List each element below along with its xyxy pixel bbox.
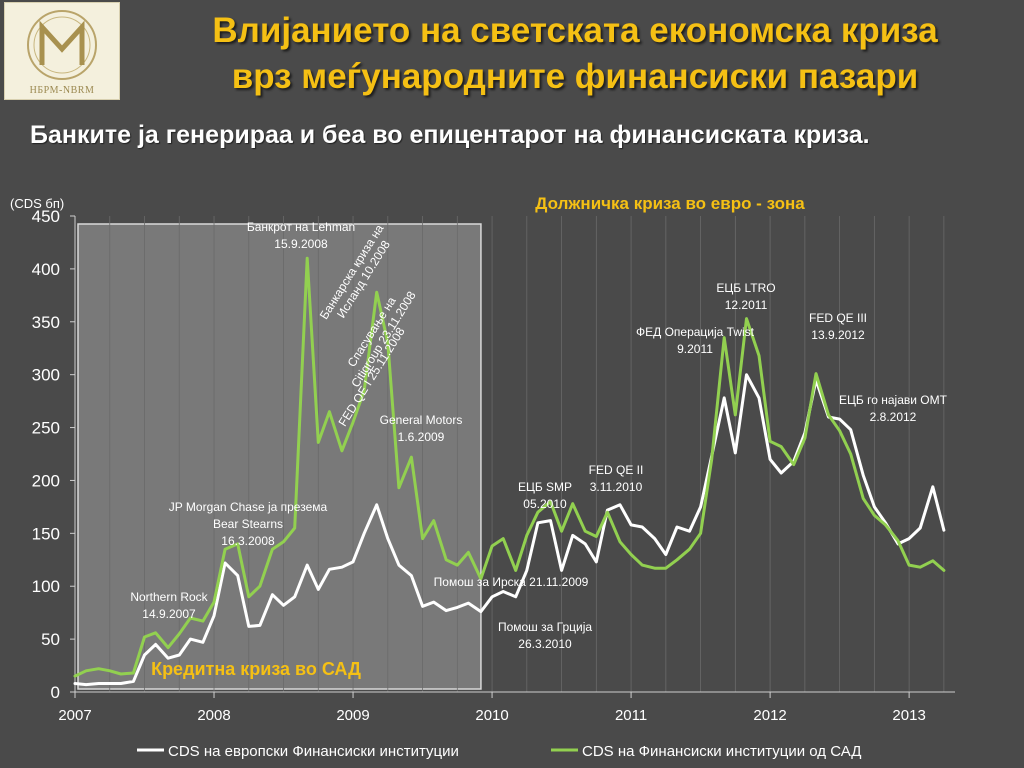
annotation-text: Northern Rock [130,590,208,604]
logo-caption: НБРМ-NBRM [29,85,95,96]
annotation-ireland: Помош за Ирска 21.11.2009 [434,575,589,589]
y-tick-label: 0 [51,683,60,702]
y-tick-label: 50 [41,630,60,649]
annotation-text: 13.9.2012 [811,328,865,342]
y-tick-label: 400 [32,260,60,279]
annotation-ecb-omt: ЕЦБ го најави ОМТ 2.8.2012 [839,393,948,424]
annotation-fed-qe3: FED QE III 13.9.2012 [809,311,867,342]
annotation-text: 1.6.2009 [398,430,445,444]
annotation-text: 15.9.2008 [274,237,328,251]
x-tick-label: 2009 [336,707,369,724]
legend-label: CDS на Финансиски институции од САД [582,743,861,760]
annotation-text: 26.3.2010 [518,637,572,651]
logo-emblem [27,10,97,80]
x-tick-label: 2007 [58,707,91,724]
y-tick-label: 250 [32,419,60,438]
page-subtitle: Банките ја генерираа и беа во епицентаро… [30,121,870,149]
title-line-1: Влијанието на светската економска криза [212,11,938,50]
annotation-text: ЕЦБ го најави ОМТ [839,393,948,407]
annotation-text: General Motors [380,413,463,427]
y-tick-label: 200 [32,471,60,490]
y-tick-label: 450 [32,207,60,226]
annotation-lehman: Банкрот на Lehman 15.9.2008 [247,220,355,251]
annotation-text: ФЕД Операција Twist [636,325,755,339]
annotation-text: 9.2011 [677,342,713,356]
annotation-text: Банкрот на Lehman [247,220,355,234]
series-line-usa [73,256,946,678]
annotation-text: ЕЦБ LTRO [716,281,775,295]
annotation-northern-rock: Northern Rock 14.9.2007 [130,590,208,621]
annotation-text: Bear Stearns [213,517,283,531]
annotation-fed-twist: ФЕД Операција Twist 9.2011 [636,325,755,356]
annotation-ecb-smp: ЕЦБ SMP 05.2010 [518,480,572,511]
annotation-text: 05.2010 [523,497,567,511]
euro-debt-crisis-label: Должничка криза во евро - зона [535,194,805,213]
annotation-ecb-ltro: ЕЦБ LTRO 12.2011 [716,281,775,312]
y-axis-label: (CDS бп) [10,196,64,211]
us-credit-crisis-region [77,223,482,690]
annotation-text: Помош за Грција [498,620,592,634]
annotation-text: FED QE III [809,311,867,325]
us-credit-crisis-label: Кредитна криза во САД [151,659,361,679]
y-tick-label: 350 [32,313,60,332]
page-title: Влијанието на светската економска криза … [130,8,1020,100]
annotation-text: ЕЦБ SMP [518,480,572,494]
annotation-text: 12.2011 [725,298,768,312]
title-line-2: врз меѓународните финансиски пазари [231,57,919,96]
annotation-text: FED QE II [589,463,644,477]
annotation-text: 3.11.2010 [590,480,643,494]
x-tick-label: 2008 [197,707,230,724]
annotation-text: 16.3.2008 [221,534,275,548]
annotation-text: 14.9.2007 [142,607,196,621]
x-tick-label: 2012 [753,707,786,724]
series-line-europe [73,373,946,687]
annotation-bear-stearns: JP Morgan Chase ја презема Bear Stearns 16… [169,500,328,548]
annotation-general-motors: General Motors 1.6.2009 [380,413,463,444]
x-tick-label: 2013 [892,707,925,724]
y-tick-label: 100 [32,577,60,596]
annotation-text: JP Morgan Chase ја презема [169,500,328,514]
y-tick-label: 300 [32,366,60,385]
legend-label: CDS на европски Финансиски институции [168,743,459,760]
annotation-fed-qe2: FED QE II 3.11.2010 [589,463,644,494]
annotation-greece: Помош за Грција 26.3.2010 [498,620,592,651]
nbrm-logo: НБРМ-NBRM [4,2,120,100]
y-tick-label: 150 [32,524,60,543]
annotation-text: 2.8.2012 [870,410,917,424]
x-tick-label: 2011 [615,707,647,724]
annotation-text: Помош за Ирска 21.11.2009 [434,575,589,589]
x-tick-label: 2010 [475,707,508,724]
